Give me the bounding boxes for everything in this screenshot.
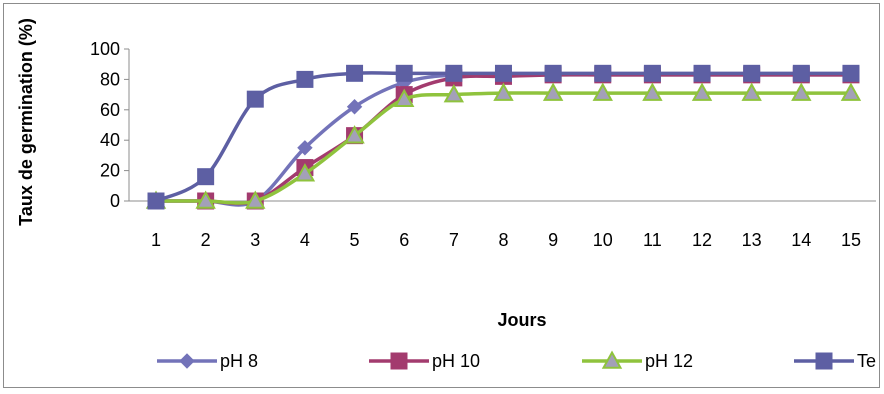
data-point [147, 192, 165, 210]
legend-label: pH 10 [432, 351, 480, 371]
data-point [493, 82, 514, 101]
data-point [445, 64, 463, 82]
y-tick-label: 60 [100, 100, 120, 120]
x-tick-labels: 1 2 3 4 5 6 7 8 9 10 11 12 13 14 15 [151, 230, 861, 250]
x-tick-label: 15 [841, 230, 861, 250]
legend-marker [601, 350, 623, 369]
legend-item: pH 12 [582, 350, 693, 371]
legend-label: Te [857, 351, 876, 371]
data-point [594, 64, 612, 82]
data-point [245, 190, 266, 209]
x-axis-title: Jours [497, 310, 546, 330]
data-point [840, 82, 862, 101]
data-point [394, 88, 415, 107]
data-point [246, 90, 264, 108]
y-tick-label: 0 [110, 191, 120, 211]
series-te [147, 64, 860, 210]
data-point [297, 140, 313, 156]
x-tick-label: 4 [300, 230, 310, 250]
data-point [542, 82, 564, 101]
data-point [195, 190, 216, 209]
y-tick-label: 80 [100, 69, 120, 89]
data-point [346, 64, 364, 82]
data-point [592, 82, 613, 101]
x-tick-label: 3 [250, 230, 260, 250]
legend-marker [390, 352, 408, 370]
x-tick-label: 11 [643, 230, 662, 250]
data-point [197, 168, 215, 186]
x-tick-label: 12 [692, 230, 712, 250]
series-layer [145, 64, 862, 210]
y-tick-label: 40 [100, 130, 120, 150]
x-tick-label: 10 [593, 230, 613, 250]
data-point [741, 82, 762, 101]
x-tick-label: 9 [548, 230, 558, 250]
data-point [643, 64, 661, 82]
x-tick-label: 2 [201, 230, 211, 250]
legend-item: pH 8 [157, 351, 258, 371]
data-point [691, 82, 713, 101]
legend-item: pH 10 [369, 351, 480, 371]
chart-frame: 0 20 40 60 80 100 1 2 3 4 5 6 7 8 9 10 11 12 13 14 15 Taux … [3, 3, 880, 388]
legend-label: pH 8 [220, 351, 258, 371]
x-tick-label: 8 [498, 230, 508, 250]
data-point [344, 125, 365, 144]
legend-item: Te [794, 351, 876, 371]
data-point [494, 64, 512, 82]
x-tick-label: 7 [449, 230, 459, 250]
legend-marker [815, 352, 833, 370]
data-point [791, 82, 812, 101]
data-point [792, 64, 810, 82]
data-point [443, 84, 465, 103]
y-tick-labels: 0 20 40 60 80 100 [90, 39, 129, 211]
y-tick-label: 20 [100, 161, 120, 181]
data-point [842, 64, 860, 82]
x-tick-label: 6 [399, 230, 409, 250]
legend-label: pH 12 [645, 351, 693, 371]
data-point [294, 163, 316, 182]
series-line [156, 91, 851, 205]
data-point [544, 64, 562, 82]
y-axis-title: Taux de germination (%) [16, 18, 36, 226]
x-tick-label: 14 [791, 230, 811, 250]
data-point [346, 99, 363, 115]
x-tick-label: 1 [151, 230, 161, 250]
data-point [743, 64, 761, 82]
legend: pH 8 pH 10 pH 12 Te [157, 350, 876, 371]
y-tick-label: 100 [90, 39, 120, 59]
data-point [296, 70, 314, 88]
series-ph-12 [145, 82, 862, 209]
legend-marker [179, 353, 195, 369]
x-tick-label: 13 [742, 230, 762, 250]
data-point [642, 82, 663, 101]
x-tick-label: 5 [350, 230, 360, 250]
data-point [693, 64, 711, 82]
data-point [395, 64, 413, 82]
